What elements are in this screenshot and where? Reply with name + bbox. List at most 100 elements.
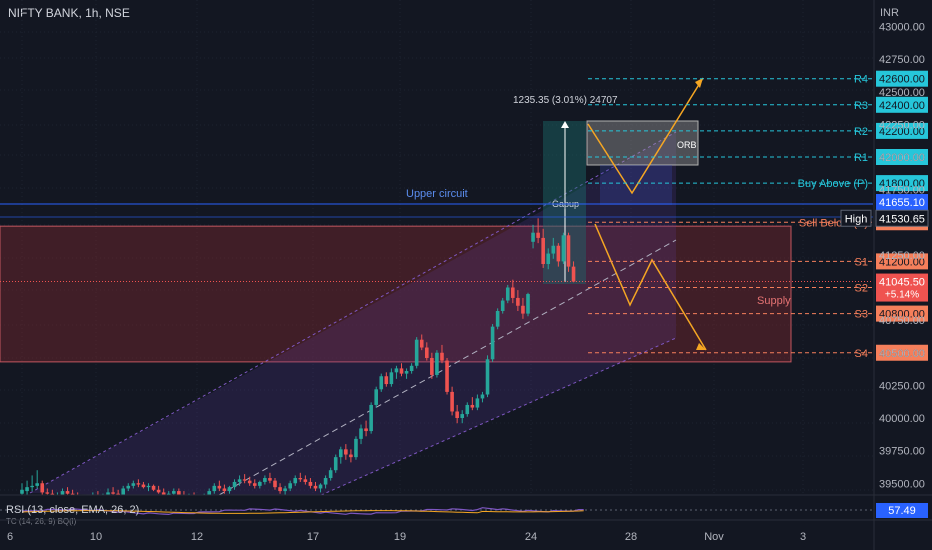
candle-body-91 <box>480 394 485 399</box>
candle-body-108 <box>566 235 571 267</box>
candle-body-71 <box>379 376 384 390</box>
level-badge-4 <box>876 175 928 192</box>
candle-body-44 <box>242 479 247 481</box>
channel-mid-line <box>209 239 677 501</box>
currency-label: INR <box>880 7 899 19</box>
level-label-0: R4 <box>854 74 868 86</box>
candle-body-81 <box>430 357 434 375</box>
candle-body-97 <box>511 287 515 298</box>
candle-body-82 <box>435 352 439 375</box>
candle-body-101 <box>531 232 535 242</box>
level-badge-0 <box>876 70 928 87</box>
candle-body-25 <box>146 485 151 488</box>
candle-body-50 <box>273 480 277 488</box>
candle-body-90 <box>475 398 480 408</box>
price-tick-14: 39500.00 <box>879 478 925 490</box>
level-label-9: S4 <box>855 348 868 360</box>
candle-body-31 <box>177 491 181 495</box>
candle-body-87 <box>460 414 465 418</box>
candle-body-77 <box>409 365 414 372</box>
candle-body-59 <box>318 484 323 489</box>
price-badge-1 <box>875 209 929 227</box>
candle-body-69 <box>369 404 373 432</box>
candle-body-66 <box>354 438 358 458</box>
level-price-3: 42000.00 <box>879 152 925 164</box>
level-price-4: 41800.00 <box>879 178 925 190</box>
candle-body-27 <box>156 489 161 493</box>
candle-body-65 <box>349 454 353 458</box>
candle-body-84 <box>445 360 449 392</box>
candle-body-106 <box>556 245 561 262</box>
supply-label: Supply <box>757 295 791 307</box>
x-tick-8: 3 <box>800 531 806 543</box>
x-tick-4: 19 <box>394 531 406 543</box>
candle-body-98 <box>516 297 520 306</box>
price-tick-1: 42750.00 <box>879 54 925 66</box>
level-price-2: 42200.00 <box>879 126 925 138</box>
candle-body-70 <box>374 389 378 405</box>
price-badge-text-0: 41655.10 <box>879 197 925 209</box>
candle-body-96 <box>505 287 510 301</box>
x-tick-0: 6 <box>7 531 13 543</box>
candle-body-102 <box>536 232 540 238</box>
candle-body-86 <box>455 411 459 418</box>
candle-body-23 <box>136 483 141 485</box>
candle-body-52 <box>283 488 287 492</box>
price-tag-1: High <box>845 213 868 225</box>
level-badge-3 <box>876 149 928 165</box>
level-price-8: 40800.00 <box>879 309 925 321</box>
candle-body-22 <box>131 483 136 486</box>
price-badge-text-1: 41530.65 <box>879 213 925 225</box>
level-badge-6 <box>876 253 928 270</box>
candle-body-48 <box>263 478 267 482</box>
candle-body-30 <box>172 491 176 494</box>
bull-scenario-path <box>587 77 704 195</box>
orb-label: ORB <box>677 140 697 150</box>
candle-body-93 <box>490 326 495 360</box>
candle-body-95 <box>500 300 505 311</box>
level-price-0: 42600.00 <box>879 74 925 86</box>
indicator-sub-label: TC (14, 26, 9) BQ(l) <box>6 517 77 526</box>
candle-body-76 <box>404 371 409 374</box>
price-badge-2 <box>876 273 928 302</box>
candle-body-51 <box>278 487 282 492</box>
candle-body-49 <box>268 478 272 481</box>
candle-body-62 <box>333 457 338 471</box>
bear-arrow-head <box>696 343 706 350</box>
level-badge-9 <box>876 344 928 361</box>
candle-body-28 <box>161 492 166 497</box>
upper-circuit-label: Upper circuit <box>406 188 468 200</box>
candle-body-88 <box>465 404 470 415</box>
candle-body-100 <box>526 294 530 314</box>
candle-body-53 <box>288 483 292 489</box>
level-price-9: 40500.00 <box>879 348 925 360</box>
orb-shadow <box>600 165 672 205</box>
indicator-value-badge <box>876 503 928 518</box>
candle-body-58 <box>313 485 318 489</box>
candle-body-41 <box>227 487 232 492</box>
price-tick-2: 42500.00 <box>879 87 925 99</box>
level-badge-8 <box>876 305 928 322</box>
candle-body-21 <box>126 485 131 489</box>
candle-body-67 <box>359 428 363 439</box>
candle-body-104 <box>546 253 551 265</box>
candle-body-72 <box>384 376 389 385</box>
price-badge-text-2: 41045.50 <box>879 277 925 289</box>
price-tick-12: 40000.00 <box>879 413 925 425</box>
orb-box <box>586 120 699 166</box>
price-tag-box-1 <box>840 209 872 227</box>
measure-label: 1235.35 (3.01%) 24707 <box>513 95 618 106</box>
rsi-ema-line <box>21 510 584 514</box>
candle-body-60 <box>323 478 328 485</box>
price-tick-4: 42000.00 <box>879 152 925 164</box>
candle-body-26 <box>151 485 156 490</box>
price-tick-7: 41250.00 <box>879 250 925 262</box>
x-tick-3: 17 <box>307 531 319 543</box>
price-tick-10: 40500.00 <box>879 348 925 360</box>
candle-body-61 <box>328 470 333 479</box>
candle-body-5 <box>45 492 50 494</box>
indicator-pane <box>0 495 873 520</box>
candle-body-40 <box>222 488 227 492</box>
candle-body-1 <box>25 487 29 492</box>
